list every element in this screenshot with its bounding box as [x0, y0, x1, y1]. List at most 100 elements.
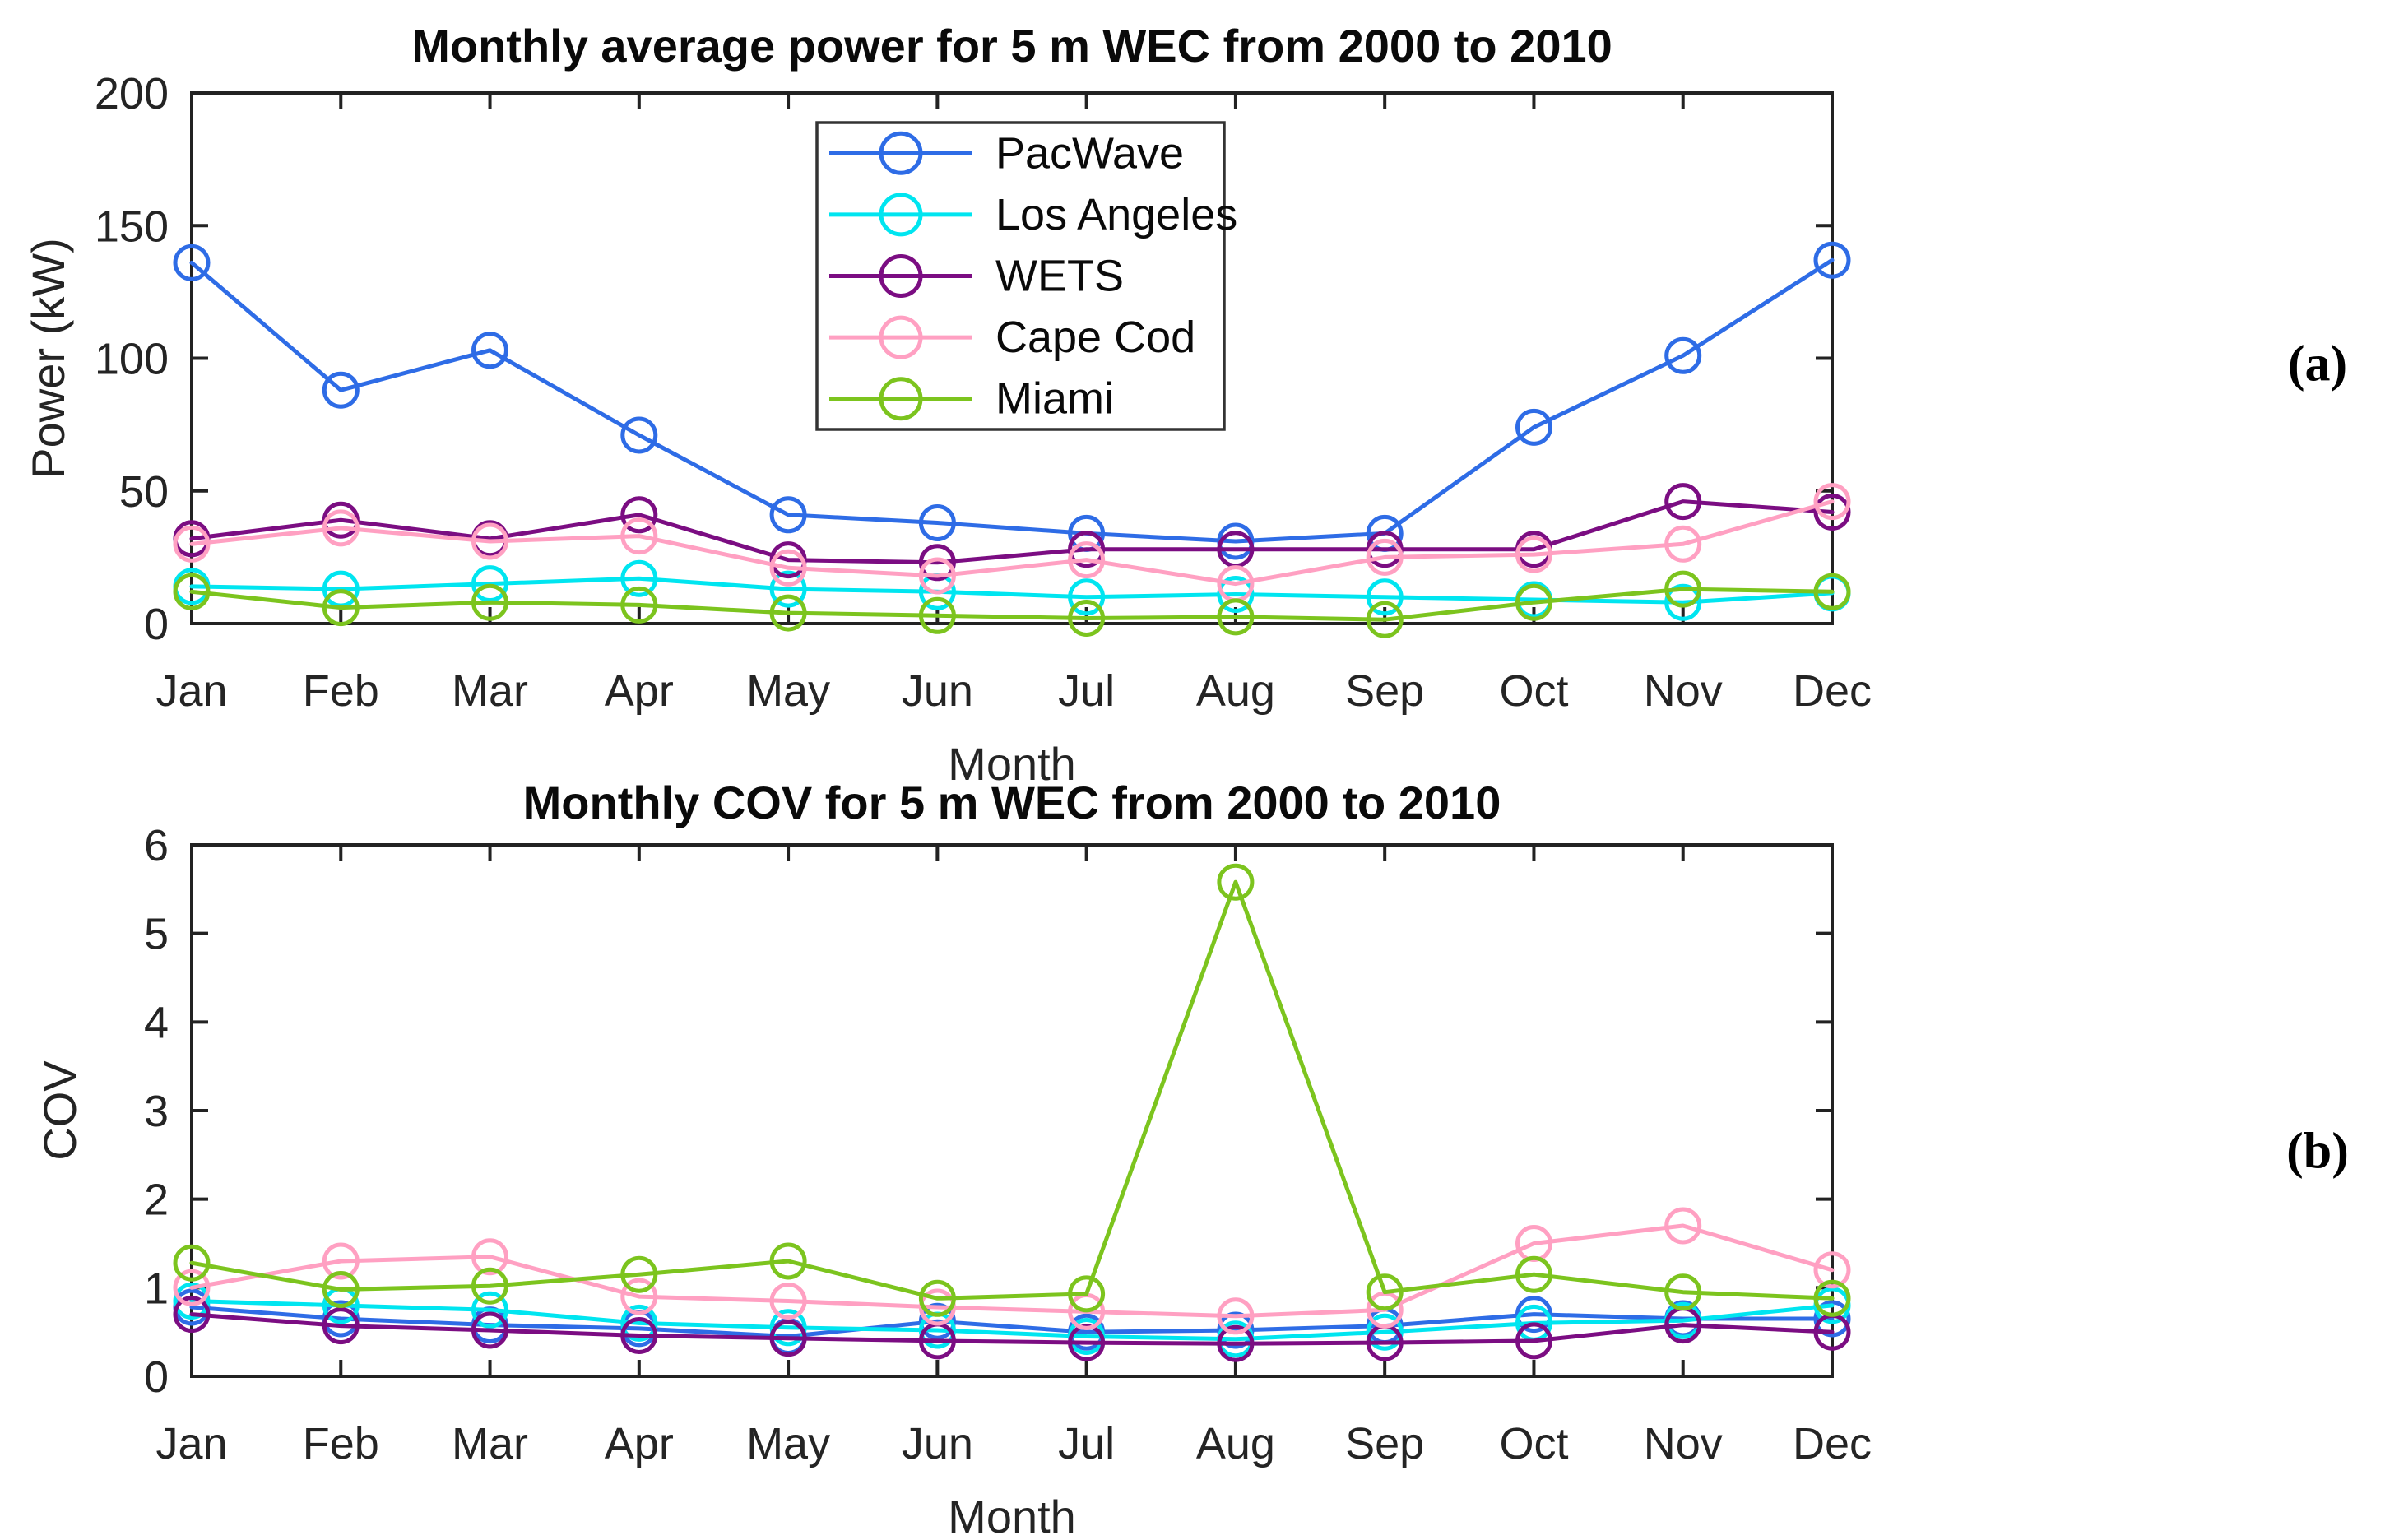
x-tick-label: Apr: [605, 666, 674, 716]
x-axis-label: Month: [948, 738, 1076, 790]
y-tick-label: 200: [95, 69, 169, 118]
series-line-pacwave: [189, 257, 1835, 544]
marker-los-angeles-nov: [1664, 583, 1702, 621]
x-tick-label: Dec: [1793, 666, 1872, 716]
marker-cape-cod-mar: [471, 1238, 508, 1276]
marker-wets-apr: [620, 496, 658, 534]
legend-label-cape-cod: Cape Cod: [995, 313, 1195, 362]
marker-los-angeles-apr: [620, 559, 658, 597]
x-tick-label: Nov: [1644, 1419, 1723, 1468]
legend-marker-pacwave: [879, 131, 923, 175]
series-line-wets: [189, 499, 1835, 565]
series-miami: [173, 863, 1851, 1317]
marker-miami-aug: [1217, 863, 1255, 901]
y-tick-label: 0: [144, 1352, 169, 1402]
x-tick-label: Jan: [155, 1419, 227, 1468]
marker-cape-cod-jul: [1068, 541, 1106, 579]
marker-miami-apr: [620, 586, 658, 624]
marker-miami-may: [769, 594, 807, 632]
x-tick-label: Jun: [902, 666, 973, 716]
y-axis-label: COV: [34, 1060, 86, 1161]
legend-label-miami: Miami: [995, 374, 1114, 424]
y-axis-label: Power (kW): [22, 238, 74, 478]
x-axis-label: Month: [948, 1491, 1076, 1540]
marker-pacwave-dec: [1813, 241, 1851, 279]
x-tick-label: May: [746, 666, 830, 716]
marker-cape-cod-jun: [918, 1288, 956, 1326]
x-tick-label: Jul: [1058, 1419, 1115, 1468]
series-los-angeles: [173, 559, 1851, 621]
series-wets: [173, 483, 1851, 582]
x-tick-label: Oct: [1499, 1419, 1568, 1468]
marker-miami-oct: [1515, 1255, 1552, 1293]
marker-cape-cod-may: [769, 549, 807, 587]
chart-power: Jan Feb Mar Apr May Jun Jul Aug Sep Oct Nov Dec 0 50 1…: [22, 20, 1872, 790]
series-miami: [173, 570, 1851, 638]
x-tick-label: Aug: [1196, 666, 1275, 716]
x-tick-label: Mar: [452, 1419, 528, 1468]
marker-miami-feb: [322, 589, 360, 627]
marker-wets-jan: [173, 1296, 211, 1334]
series-line-pacwave: [189, 1305, 1835, 1338]
chart-cov: Jan Feb Mar Apr May Jun Jul Aug Sep Oct Nov Dec 0 1 2 3…: [34, 777, 1872, 1540]
marker-miami-feb: [322, 1271, 360, 1308]
marker-los-angeles-jan: [173, 1283, 211, 1320]
marker-miami-nov: [1664, 570, 1702, 608]
marker-cape-cod-apr: [620, 1278, 658, 1315]
marker-cape-cod-apr: [620, 517, 658, 555]
legend-marker-los-angeles: [879, 192, 923, 237]
marker-pacwave-jun: [918, 504, 956, 541]
marker-pacwave-jun: [918, 1302, 956, 1340]
marker-wets-may: [769, 1320, 807, 1357]
marker-cape-cod-mar: [471, 522, 508, 560]
marker-wets-mar: [471, 1311, 508, 1349]
legend-label-pacwave: PacWave: [995, 128, 1184, 178]
x-tick-label: Sep: [1345, 1419, 1424, 1468]
marker-wets-jun: [918, 544, 956, 582]
marker-wets-dec: [1813, 494, 1851, 531]
series-line-cape-cod: [189, 1223, 1835, 1319]
y-tick-label: 100: [95, 335, 169, 384]
panel-label-b: (b): [2286, 1123, 2349, 1180]
y-tick-label: 2: [144, 1176, 169, 1225]
marker-cape-cod-nov: [1664, 525, 1702, 563]
series-line-cape-cod: [189, 499, 1835, 587]
series-line-miami: [189, 587, 1835, 622]
marker-cape-cod-dec: [1813, 483, 1851, 521]
y-tick-label: 0: [144, 600, 169, 649]
x-tick-label: Sep: [1345, 666, 1424, 716]
x-tick-label: Oct: [1499, 666, 1568, 716]
x-tick-label: Apr: [605, 1419, 674, 1468]
marker-los-angeles-aug: [1217, 576, 1255, 613]
marker-cape-cod-jan: [173, 1269, 211, 1306]
marker-wets-aug: [1217, 1324, 1255, 1362]
marker-miami-dec: [1813, 573, 1851, 610]
marker-cape-cod-aug: [1217, 1297, 1255, 1335]
marker-los-angeles-mar: [471, 565, 508, 603]
legend-marker-miami: [879, 377, 923, 421]
marker-miami-dec: [1813, 1279, 1851, 1317]
series-line-wets: [189, 1312, 1835, 1346]
legend-label-wets: WETS: [995, 252, 1124, 301]
marker-cape-cod-feb: [322, 1242, 360, 1280]
series-line-los-angeles: [189, 1299, 1835, 1342]
marker-miami-apr: [620, 1255, 658, 1293]
marker-pacwave-nov: [1664, 336, 1702, 374]
marker-cape-cod-sep: [1366, 538, 1404, 576]
series-line-miami: [189, 879, 1835, 1301]
series-cape-cod: [173, 1207, 1851, 1335]
y-tick-label: 150: [95, 202, 169, 251]
marker-los-angeles-jul: [1068, 578, 1106, 616]
x-tick-label: Feb: [303, 666, 379, 716]
marker-miami-jan: [173, 1244, 211, 1282]
y-tick-label: 4: [144, 998, 169, 1047]
marker-pacwave-mar: [471, 332, 508, 369]
y-tick-label: 6: [144, 821, 169, 870]
marker-los-angeles-may: [769, 570, 807, 608]
marker-miami-jun: [918, 1279, 956, 1317]
marker-miami-sep: [1366, 1273, 1404, 1311]
marker-wets-oct: [1515, 1322, 1552, 1360]
panel-label-a: (a): [2287, 336, 2348, 392]
marker-miami-jun: [918, 596, 956, 634]
